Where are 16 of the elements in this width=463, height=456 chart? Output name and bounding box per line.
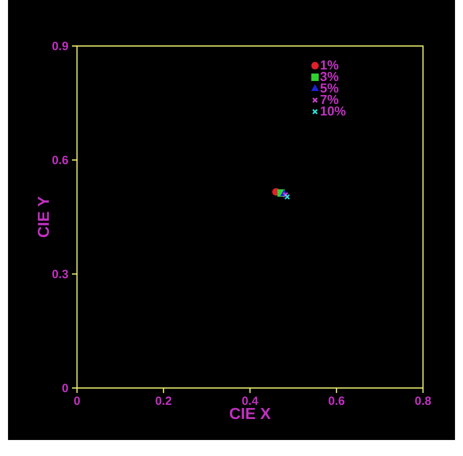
x-tick-label: 0.2 [156,396,172,405]
y-tick-label: 0.6 [52,156,68,164]
legend-label: 3% [320,72,338,82]
x-tick-label: 0.8 [415,396,431,405]
y-tick-label: 0.9 [52,42,68,50]
x-tick-label: 0.4 [242,396,258,405]
legend-label: 7% [320,94,338,104]
legend-label: 5% [320,83,338,93]
x-axis-title: CIE X [230,408,271,420]
y-tick-label: 0 [62,384,68,392]
legend-label: 1% [320,60,338,70]
y-axis-title: CIE Y [38,196,50,238]
x-tick-label: 0.6 [328,396,344,405]
x-tick-label: 0 [74,396,80,405]
legend-label: 10% [320,106,346,116]
y-tick-label: 0.3 [52,270,68,278]
